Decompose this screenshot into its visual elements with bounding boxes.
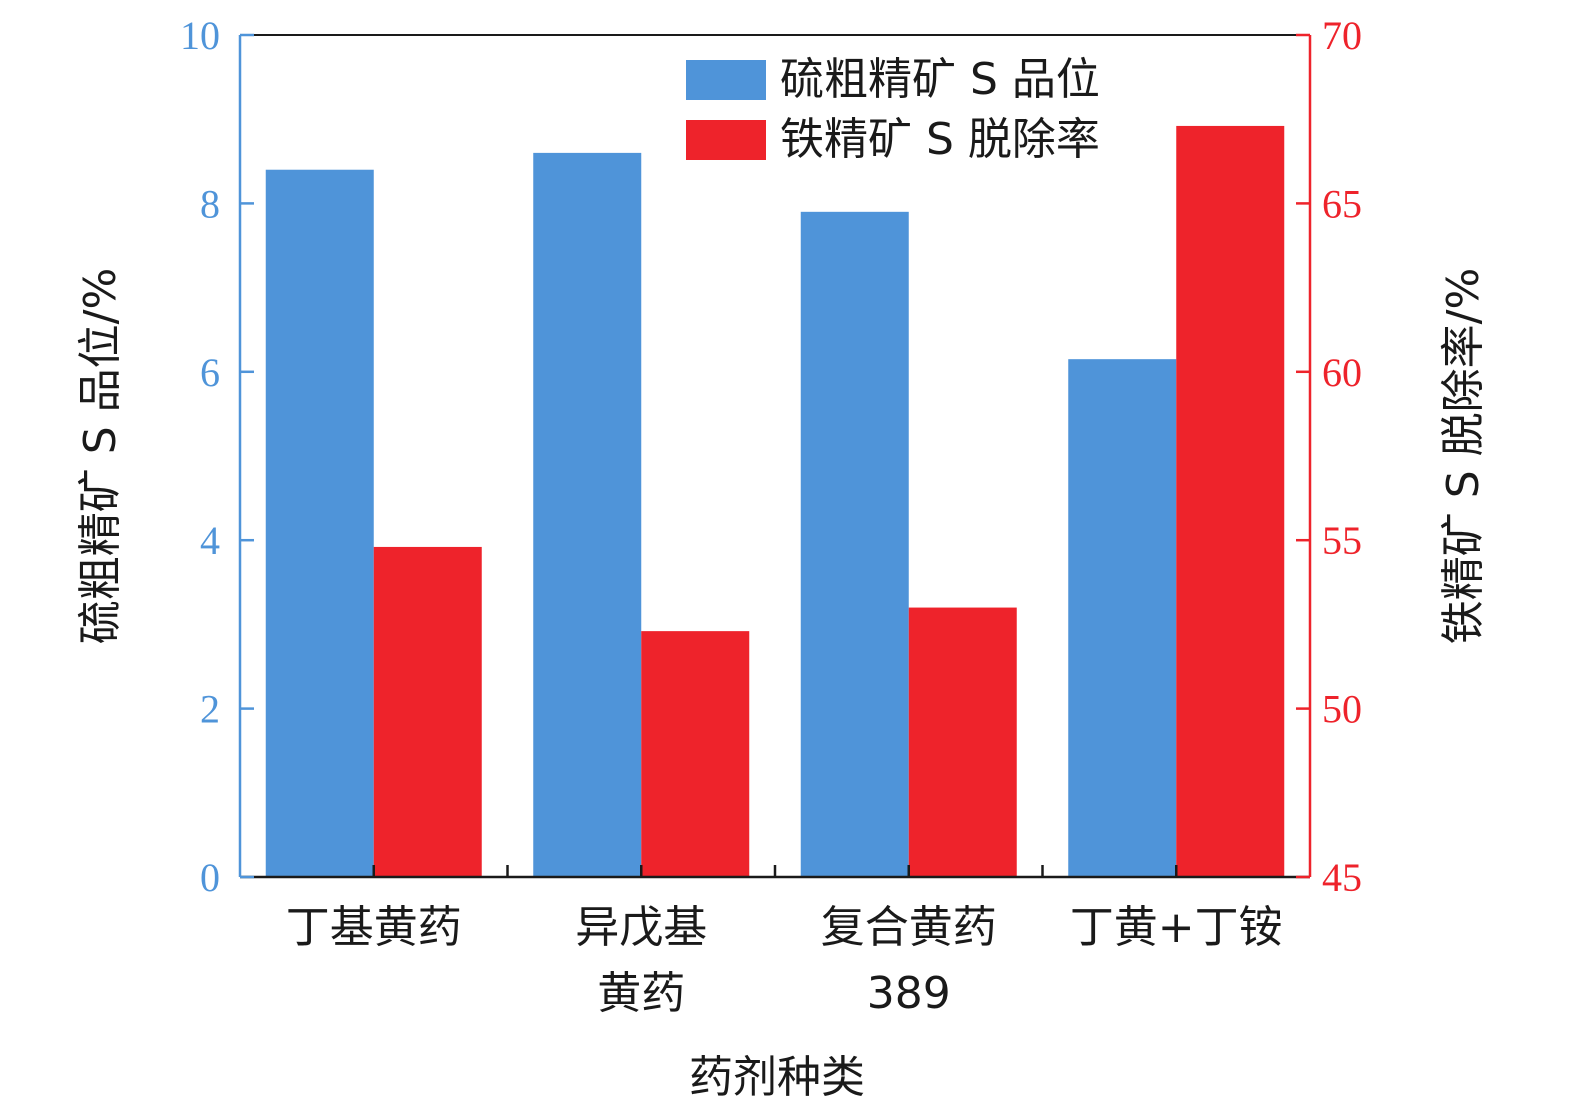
right-y-tick-label: 55 [1322, 518, 1362, 563]
left-y-tick-label: 6 [200, 350, 220, 395]
bars-layer [265, 125, 1285, 878]
left-y-tick-label: 10 [180, 13, 220, 58]
legend-label: 铁精矿 S 脱除率 [780, 114, 1100, 165]
x-category-label: 复合黄药 [821, 902, 997, 953]
x-category-label: 黄药 [597, 968, 685, 1019]
bar-removal-rate-1 [641, 631, 750, 877]
bar-removal-rate-2 [908, 607, 1017, 877]
right-y-tick-label: 60 [1322, 350, 1362, 395]
left-y-tick-label: 4 [200, 518, 220, 563]
x-axis-title: 药剂种类 [689, 1052, 865, 1103]
legend-label: 硫粗精矿 S 品位 [780, 54, 1100, 105]
legend-swatch [686, 60, 766, 100]
x-category-label: 389 [867, 968, 951, 1019]
bar-grade-2 [800, 211, 909, 877]
x-category-label: 异戊基 [575, 902, 707, 953]
left-y-tick-label: 8 [200, 181, 220, 226]
bar-grade-0 [265, 169, 374, 878]
bar-removal-rate-0 [373, 546, 482, 877]
left-y-axis-title: 硫粗精矿 S 品位/% [75, 268, 126, 645]
left-y-tick-label: 2 [200, 687, 220, 732]
right-y-tick-label: 65 [1322, 181, 1362, 226]
bar-grade-3 [1068, 359, 1177, 877]
left-y-tick-label: 0 [200, 855, 220, 900]
bar-grade-1 [533, 152, 642, 877]
right-y-tick-label: 45 [1322, 855, 1362, 900]
right-y-tick-label: 50 [1322, 687, 1362, 732]
right-y-tick-label: 70 [1322, 13, 1362, 58]
x-category-label: 丁基黄药 [286, 902, 462, 953]
legend-swatch [686, 120, 766, 160]
x-category-label: 丁黄+丁铵 [1070, 902, 1283, 953]
right-y-axis-title: 铁精矿 S 脱除率/% [1438, 268, 1489, 645]
bar-removal-rate-3 [1176, 125, 1285, 878]
